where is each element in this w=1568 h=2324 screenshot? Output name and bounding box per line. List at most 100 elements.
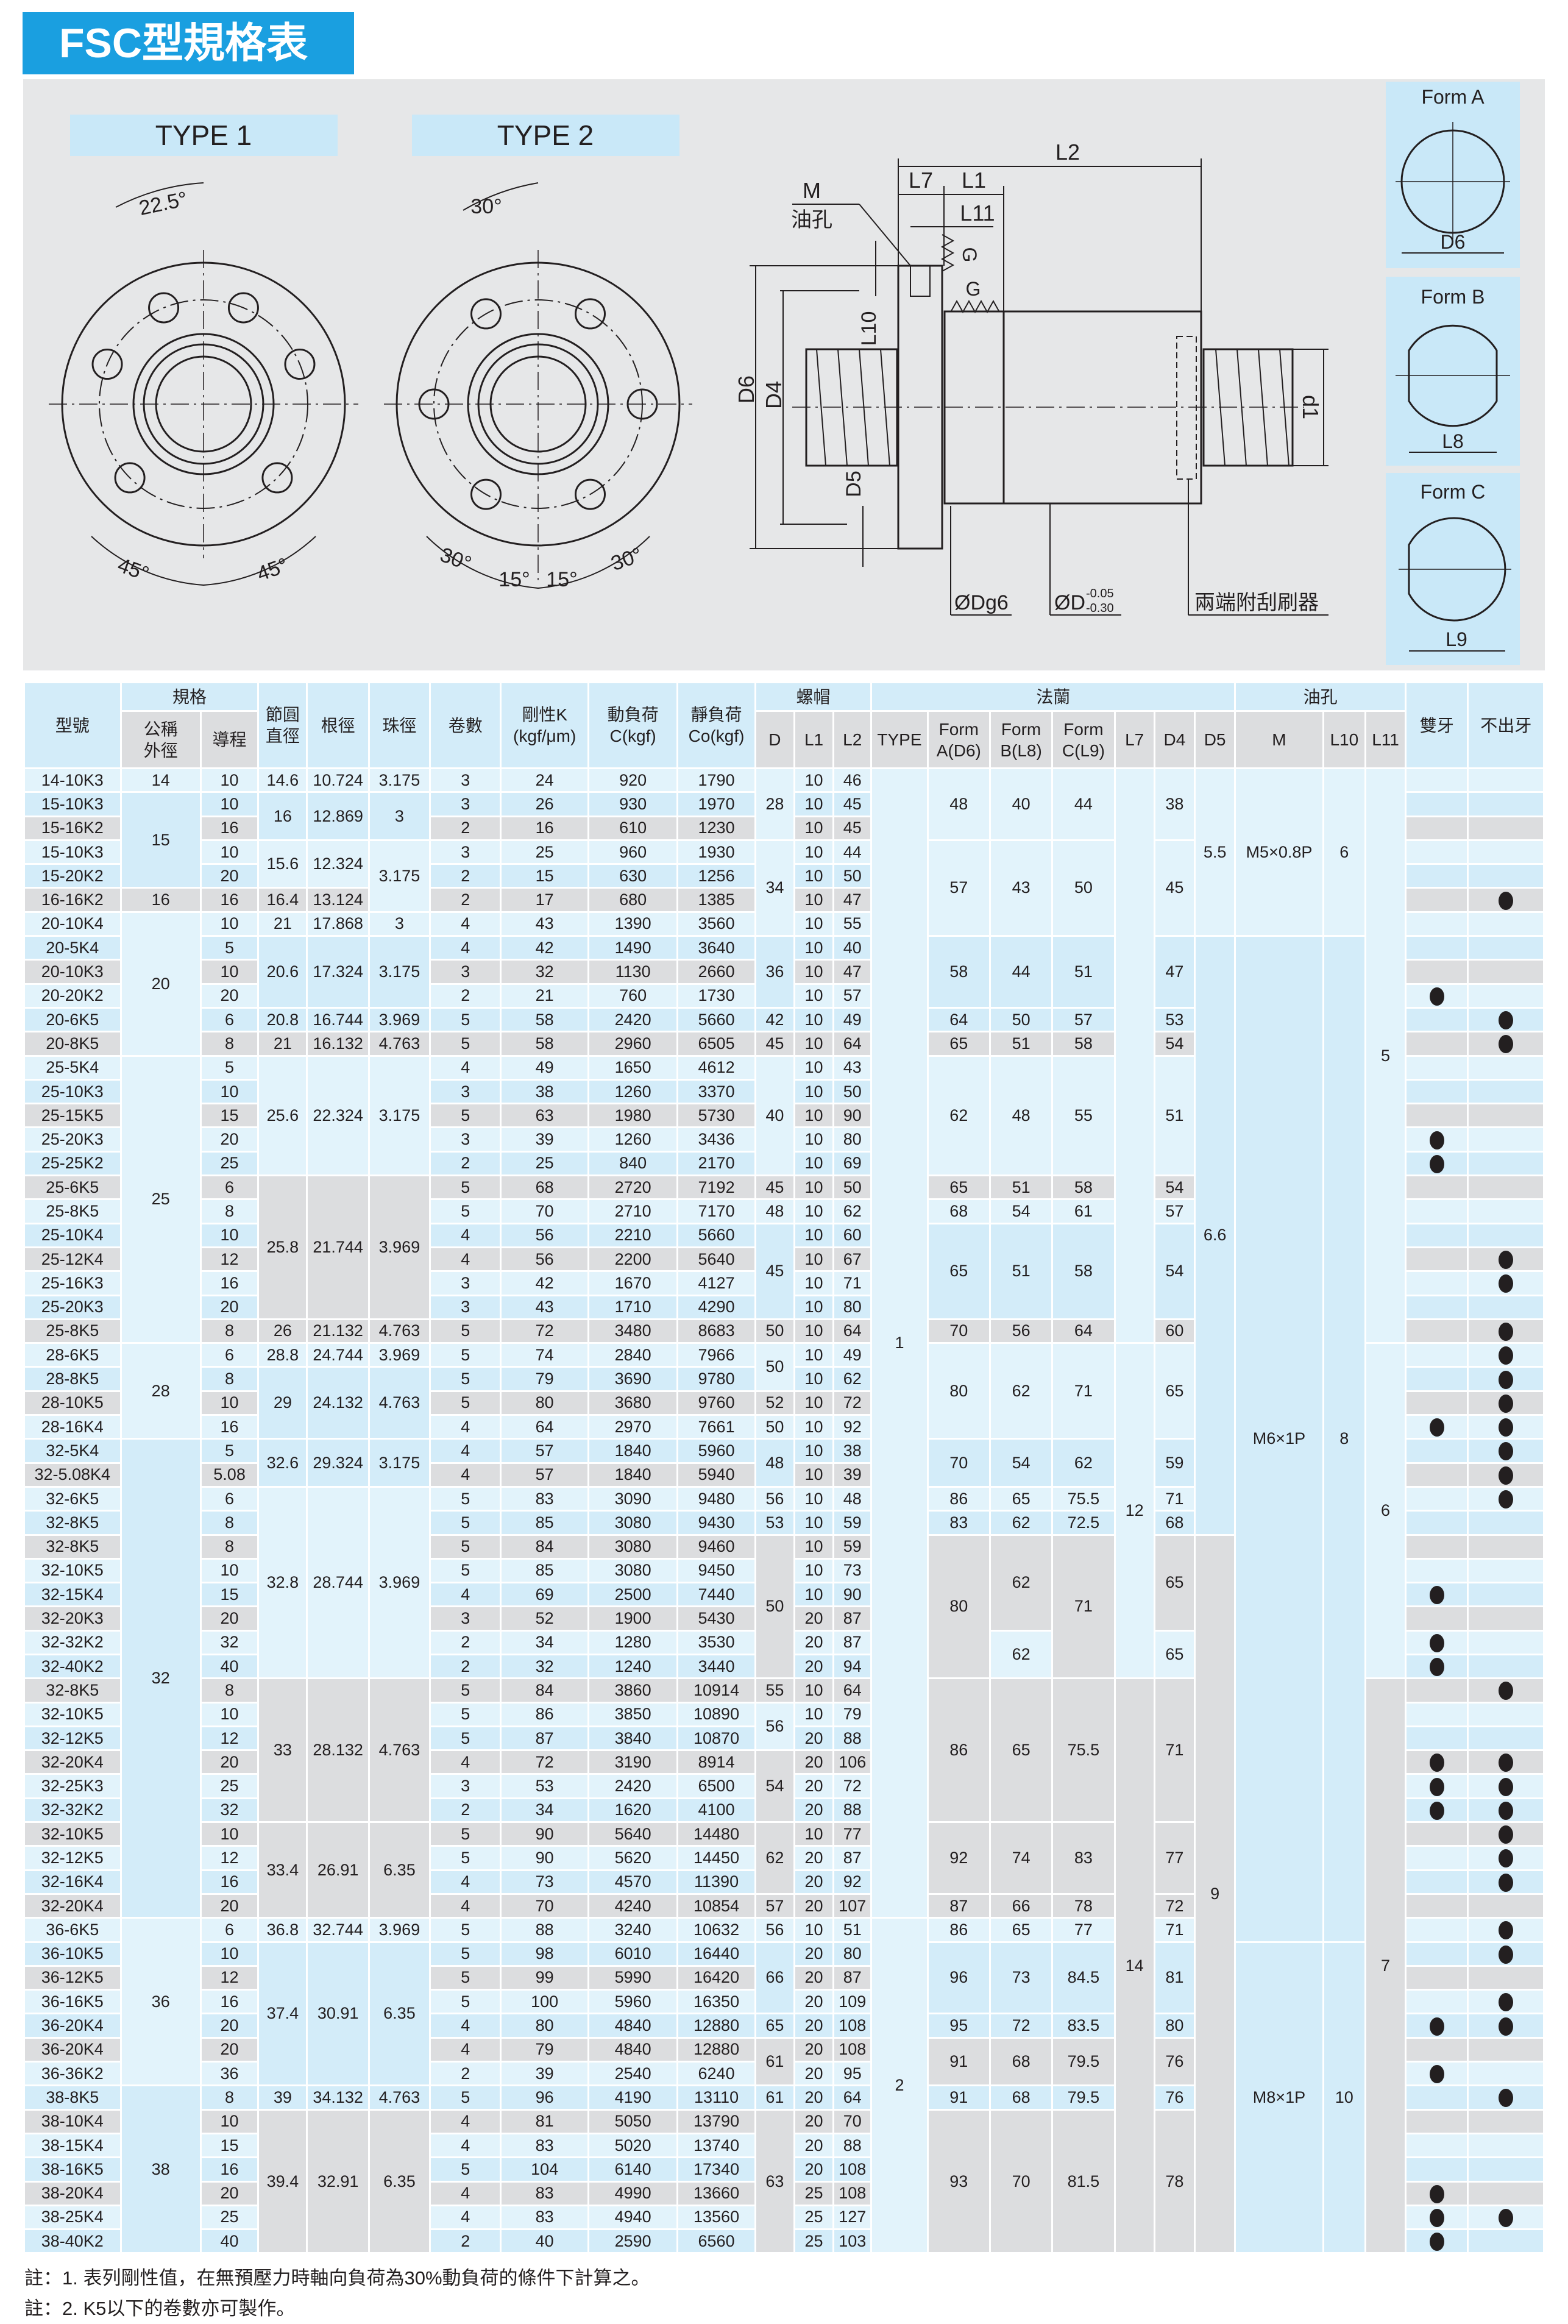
form-b-cell: 62: [988, 1510, 1054, 1536]
lead-cell: 8: [199, 1318, 260, 1345]
dynamic-load-cell: 3850: [587, 1701, 679, 1727]
bolt-hole-icon: [626, 388, 658, 420]
double-start-cell: [1405, 1773, 1469, 1799]
table-row: 32-32K2 32 2 34 1620 4100 20 88: [23, 1797, 1545, 1824]
stiffness-cell: 56: [500, 1246, 589, 1273]
nut-L1-cell: 25: [793, 2204, 835, 2231]
double-start-cell: [1405, 1198, 1469, 1224]
lead-cell: 32: [199, 1797, 260, 1824]
header-dynamic-unit: C(kgf): [609, 727, 656, 745]
form-b-cell: 54: [988, 1198, 1054, 1224]
turns-cell: 3: [429, 1270, 502, 1296]
lead-cell: 20: [199, 1126, 260, 1153]
form-b-panel: Form B L8: [1386, 277, 1520, 466]
D5-cell: 5.5: [1193, 767, 1236, 937]
lead-cell: 6: [199, 1342, 260, 1368]
nut-L2-cell: 64: [832, 1031, 873, 1057]
double-start-cell: [1405, 767, 1469, 794]
stiffness-cell: 84: [500, 1677, 589, 1704]
nut-L1-cell: 10: [793, 1390, 835, 1416]
filled-dot-icon: [1429, 1154, 1444, 1173]
ball-dia-cell: 6.35: [367, 2108, 431, 2255]
dynamic-load-cell: 6140: [587, 2156, 679, 2183]
nut-L2-cell: 50: [832, 1078, 873, 1105]
L11-cell: 5: [1364, 767, 1407, 1345]
double-start-cell: [1405, 1749, 1469, 1775]
stiffness-cell: 52: [500, 1605, 589, 1632]
stiffness-cell: 83: [500, 2180, 589, 2206]
nut-L1-cell: 20: [793, 2036, 835, 2063]
stiffness-cell: 32: [500, 1653, 589, 1680]
model-cell: 32-15K4: [23, 1582, 122, 1608]
lead-cell: 10: [199, 911, 260, 937]
table-row: 25-8K5 8 26 21.132 4.763 5 72 3480 8683 50 10 64 70 5…: [23, 1318, 1545, 1345]
D4-cell: 78: [1153, 2108, 1196, 2255]
no-thread-exit-cell: [1467, 767, 1545, 794]
no-thread-exit-cell: [1467, 1677, 1545, 1704]
turns-cell: 4: [429, 2013, 502, 2039]
model-cell: 32-8K5: [23, 1677, 122, 1704]
table-row: 32-6K5 6 32.8 28.744 3.969 5 83 3090 9480 56 10 48 8…: [23, 1485, 1545, 1680]
table-row: 15-10K3 10 15.6 12.324 3.175 3 25 960 1930 34 10 44…: [23, 839, 1545, 937]
double-start-cell: [1405, 1438, 1469, 1464]
type1-flange-view: [49, 182, 358, 586]
dynamic-load-cell: 4240: [587, 1892, 679, 1919]
double-start-cell: [1405, 1006, 1469, 1033]
static-load-cell: 6505: [676, 1031, 756, 1057]
nut-D-cell: 56: [754, 1485, 795, 1512]
turns-cell: 2: [429, 863, 502, 889]
dynamic-load-cell: 1620: [587, 1797, 679, 1824]
header-root-dia: 根徑: [306, 681, 370, 769]
double-start-cell: [1405, 1246, 1469, 1273]
turns-cell: 3: [429, 1126, 502, 1153]
form-a-cell: 65: [926, 1174, 991, 1201]
nut-L2-cell: 80: [832, 1294, 873, 1320]
double-start-cell: [1405, 911, 1469, 937]
table-row: 38-15K4 15 4 83 5020 13740 20 88: [23, 2132, 1545, 2159]
turns-cell: 5: [429, 1964, 502, 1991]
form-a-cell: 83: [926, 1510, 991, 1536]
header-form-a-sub: A(D6): [936, 741, 981, 760]
model-cell: 20-10K4: [23, 911, 122, 937]
lead-cell: 6: [199, 1917, 260, 1943]
dynamic-load-cell: 1490: [587, 935, 679, 961]
stiffness-cell: 87: [500, 1725, 589, 1752]
nut-L2-cell: 87: [832, 1629, 873, 1655]
form-c-cell: 81.5: [1051, 2108, 1116, 2255]
nut-L2-cell: 72: [832, 1390, 873, 1416]
static-load-cell: 4612: [676, 1054, 756, 1081]
header-D5: D5: [1193, 710, 1236, 769]
lead-cell: 25: [199, 1773, 260, 1799]
pcd-cell: 20.6: [257, 935, 308, 1009]
nut-L1-cell: 10: [793, 1485, 835, 1512]
lead-cell: 10: [199, 1701, 260, 1727]
nut-D-cell: 48: [754, 1438, 795, 1488]
nut-L2-cell: 90: [832, 1582, 873, 1608]
header-D: D: [754, 710, 795, 769]
dim-L7: L7: [909, 168, 933, 193]
nut-D-cell: 50: [754, 1533, 795, 1680]
nut-D-cell: 34: [754, 839, 795, 937]
nut-L2-cell: 57: [832, 983, 873, 1009]
filled-dot-icon: [1499, 891, 1514, 910]
dim-M: M: [803, 178, 821, 203]
filled-dot-icon: [1499, 1442, 1514, 1461]
form-a-cell: 86: [926, 1677, 991, 1824]
nut-L2-cell: 90: [832, 1103, 873, 1129]
table-row: 25-16K3 16 3 42 1670 4127 10 71: [23, 1270, 1545, 1296]
nut-L2-cell: 49: [832, 1342, 873, 1368]
stiffness-cell: 39: [500, 2061, 589, 2087]
lead-cell: 12: [199, 1845, 260, 1871]
static-load-cell: 8914: [676, 1749, 756, 1775]
filled-dot-icon: [1499, 2089, 1514, 2108]
stiffness-cell: 15: [500, 863, 589, 889]
no-thread-exit-cell: [1467, 1869, 1545, 1895]
static-load-cell: 3530: [676, 1629, 756, 1655]
stiffness-cell: 56: [500, 1222, 589, 1248]
filled-dot-icon: [1429, 1418, 1444, 1437]
form-c-cell: 62: [1051, 1438, 1116, 1488]
stiffness-cell: 83: [500, 2132, 589, 2159]
static-load-cell: 6240: [676, 2061, 756, 2087]
lead-cell: 20: [199, 1749, 260, 1775]
nut-L1-cell: 10: [793, 815, 835, 841]
